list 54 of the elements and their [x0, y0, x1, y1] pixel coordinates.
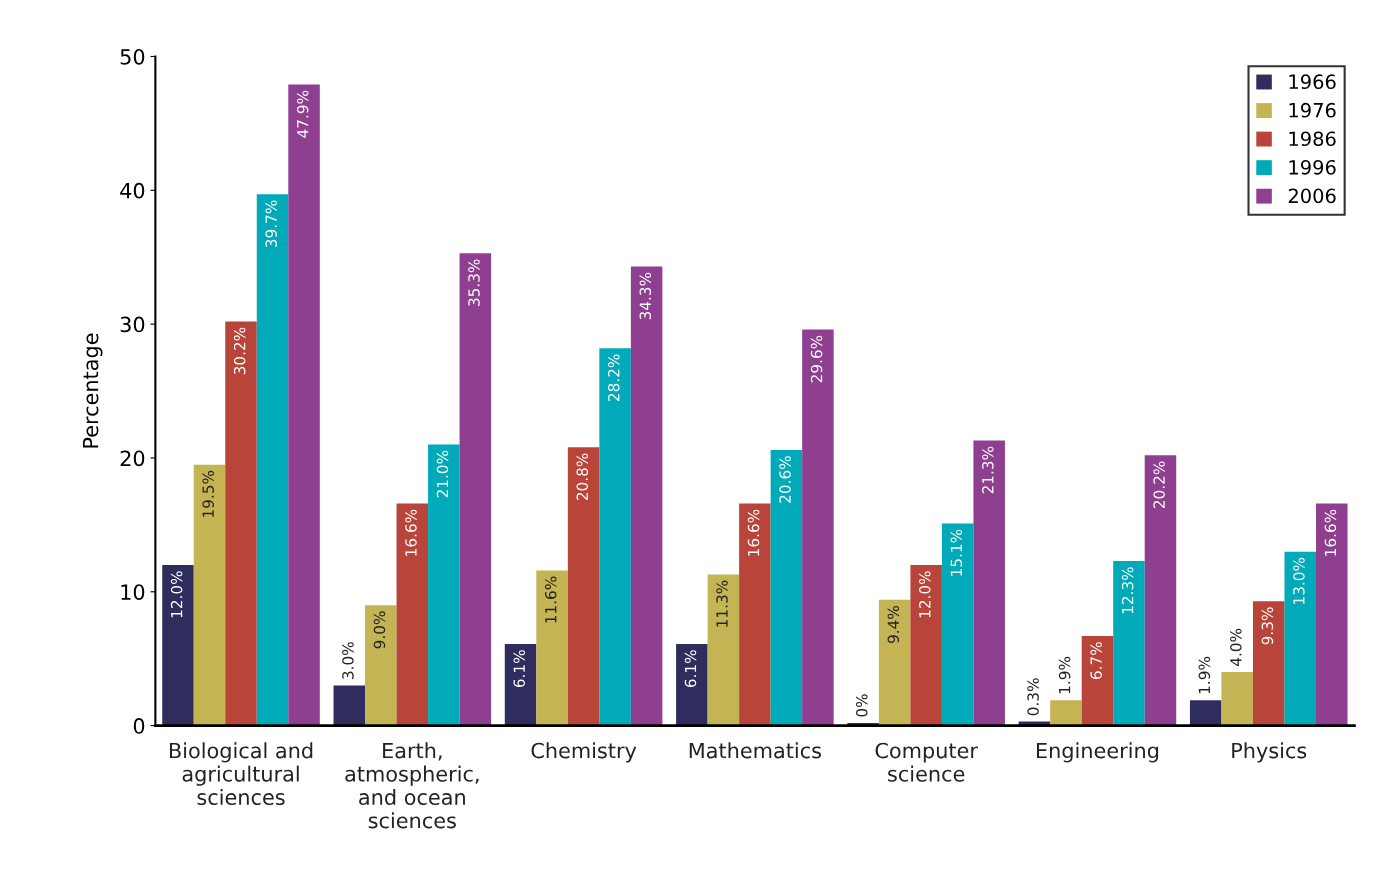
x-tick-label: Engineering: [1036, 742, 1159, 763]
data-label: 12.3%: [1121, 567, 1134, 614]
y-axis-title: Percentage: [82, 333, 103, 448]
y-tick-label: 20: [120, 450, 145, 467]
data-label: 0.3%: [1027, 678, 1039, 716]
legend-label: 2006: [1288, 188, 1336, 204]
data-label: 39.7%: [265, 200, 277, 248]
data-label: 13.0%: [1293, 557, 1305, 604]
x-tick-label: Physics: [1232, 742, 1307, 763]
data-label: 34.3%: [639, 272, 652, 320]
y-tick-label: 0: [133, 718, 145, 734]
data-label: 3.0%: [342, 642, 354, 679]
data-label: 16.6%: [747, 509, 760, 556]
x-tick-label: Computer science: [875, 742, 978, 782]
legend-label: 1966: [1289, 74, 1336, 90]
data-label: 47.9%: [296, 90, 309, 138]
data-label: 9.0%: [373, 611, 386, 649]
data-label: 4.0%: [1230, 628, 1242, 666]
data-label: 29.6%: [810, 335, 823, 383]
x-tick-label: Mathematics: [689, 742, 821, 759]
data-label: 12.0%: [170, 571, 183, 618]
legend-label: 1996: [1289, 159, 1336, 175]
y-tick-label: 30: [120, 316, 145, 333]
x-tick-label: Earth, atmospheric, and ocean sciences: [345, 742, 479, 829]
data-label: 12.0%: [919, 571, 931, 618]
data-label: 6.1%: [513, 650, 525, 688]
data-label: 9.3%: [1261, 607, 1274, 645]
data-label: 16.6%: [1324, 509, 1337, 556]
data-label: 6.7%: [1090, 642, 1102, 680]
data-label: 0%: [856, 694, 868, 717]
data-label: 28.2%: [607, 354, 620, 401]
data-label: 20.8%: [576, 453, 589, 501]
y-tick-label: 40: [120, 182, 145, 199]
y-tick-label: 10: [121, 584, 145, 600]
data-label: 9.4%: [887, 606, 900, 644]
data-label: 21.3%: [982, 446, 994, 494]
data-label: 20.2%: [1153, 461, 1165, 509]
data-label: 11.3%: [716, 580, 728, 627]
data-label: 21.0%: [436, 450, 449, 498]
data-label: 11.6%: [544, 576, 557, 623]
data-label: 1.9%: [1198, 656, 1211, 694]
data-label: 30.2%: [233, 327, 246, 375]
data-label: 16.6%: [405, 509, 417, 556]
legend-label: 1976: [1289, 102, 1336, 118]
data-label: 20.6%: [779, 456, 791, 503]
data-label: 15.1%: [950, 529, 963, 576]
x-tick-label: Chemistry: [531, 742, 637, 763]
data-label: 35.3%: [468, 259, 480, 306]
x-tick-label: Biological and agricultural sciences: [169, 742, 313, 806]
data-label: 19.5%: [202, 470, 214, 517]
y-tick-label: 50: [120, 48, 145, 65]
data-label: 6.1%: [684, 650, 697, 688]
data-label: 1.9%: [1058, 656, 1071, 694]
legend-label: 1986: [1289, 131, 1336, 147]
